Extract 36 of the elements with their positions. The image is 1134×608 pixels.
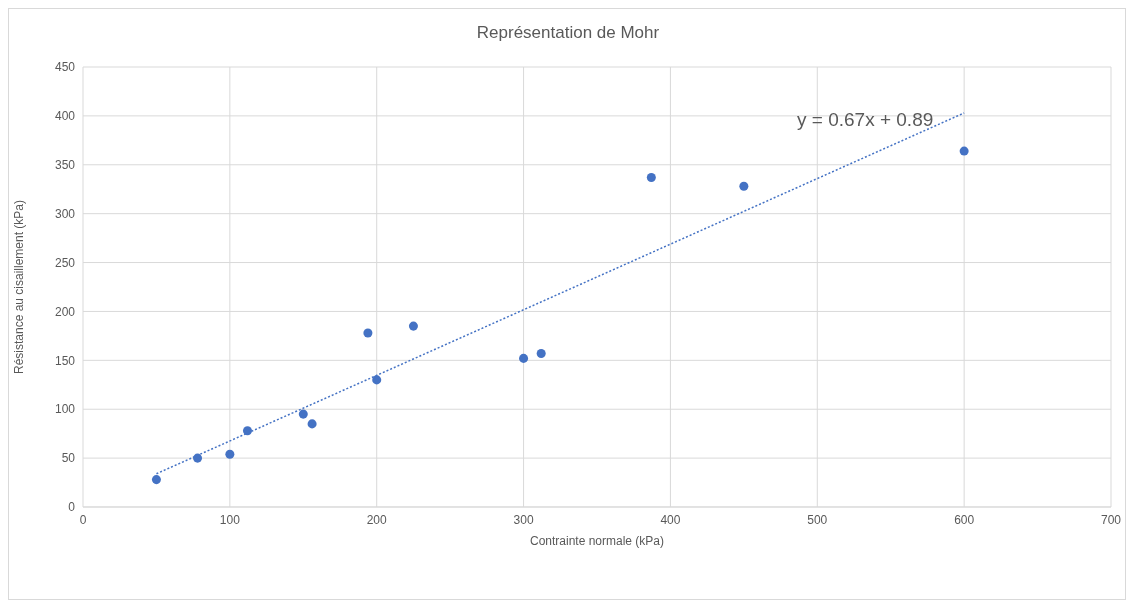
x-tick-label: 100	[219, 512, 241, 527]
point	[408, 321, 418, 331]
y-tick-label: 150	[54, 353, 76, 368]
y-tick-label: 400	[54, 109, 76, 124]
annotation: y = 0.67x + 0.89	[797, 109, 934, 131]
y-tick-label: 200	[54, 304, 76, 319]
y-tick-label: 450	[54, 60, 76, 75]
point	[307, 419, 317, 429]
point	[363, 328, 373, 338]
point	[225, 449, 235, 459]
point	[959, 146, 969, 156]
point	[151, 475, 161, 485]
x-tick-label: 700	[1100, 512, 1122, 527]
y-tick-label: 50	[61, 451, 76, 466]
x-tick-label: 200	[366, 512, 388, 527]
x-tick-label: 300	[513, 512, 534, 527]
y-axis-title: Résistance au cisaillement (kPa)	[12, 199, 27, 375]
x-tick-label: 0	[79, 512, 87, 527]
y-tick-label: 350	[54, 158, 76, 173]
x-tick-label: 600	[954, 512, 975, 527]
point	[372, 375, 382, 385]
x-tick-label: 400	[660, 512, 681, 527]
point	[242, 426, 252, 436]
point	[298, 409, 308, 419]
y-tick-label: 100	[54, 402, 76, 417]
point	[646, 172, 656, 182]
y-tick-label: 250	[54, 255, 76, 270]
y-tick-label: 300	[54, 206, 76, 221]
point	[193, 453, 203, 463]
point	[536, 348, 546, 358]
y-tick-label: 0	[68, 500, 76, 515]
point	[519, 353, 529, 363]
x-axis-title: Contrainte normale (kPa)	[529, 534, 665, 548]
chart-title: Représentation de Mohr	[475, 23, 661, 43]
x-tick-label: 500	[807, 512, 828, 527]
point	[739, 181, 749, 191]
